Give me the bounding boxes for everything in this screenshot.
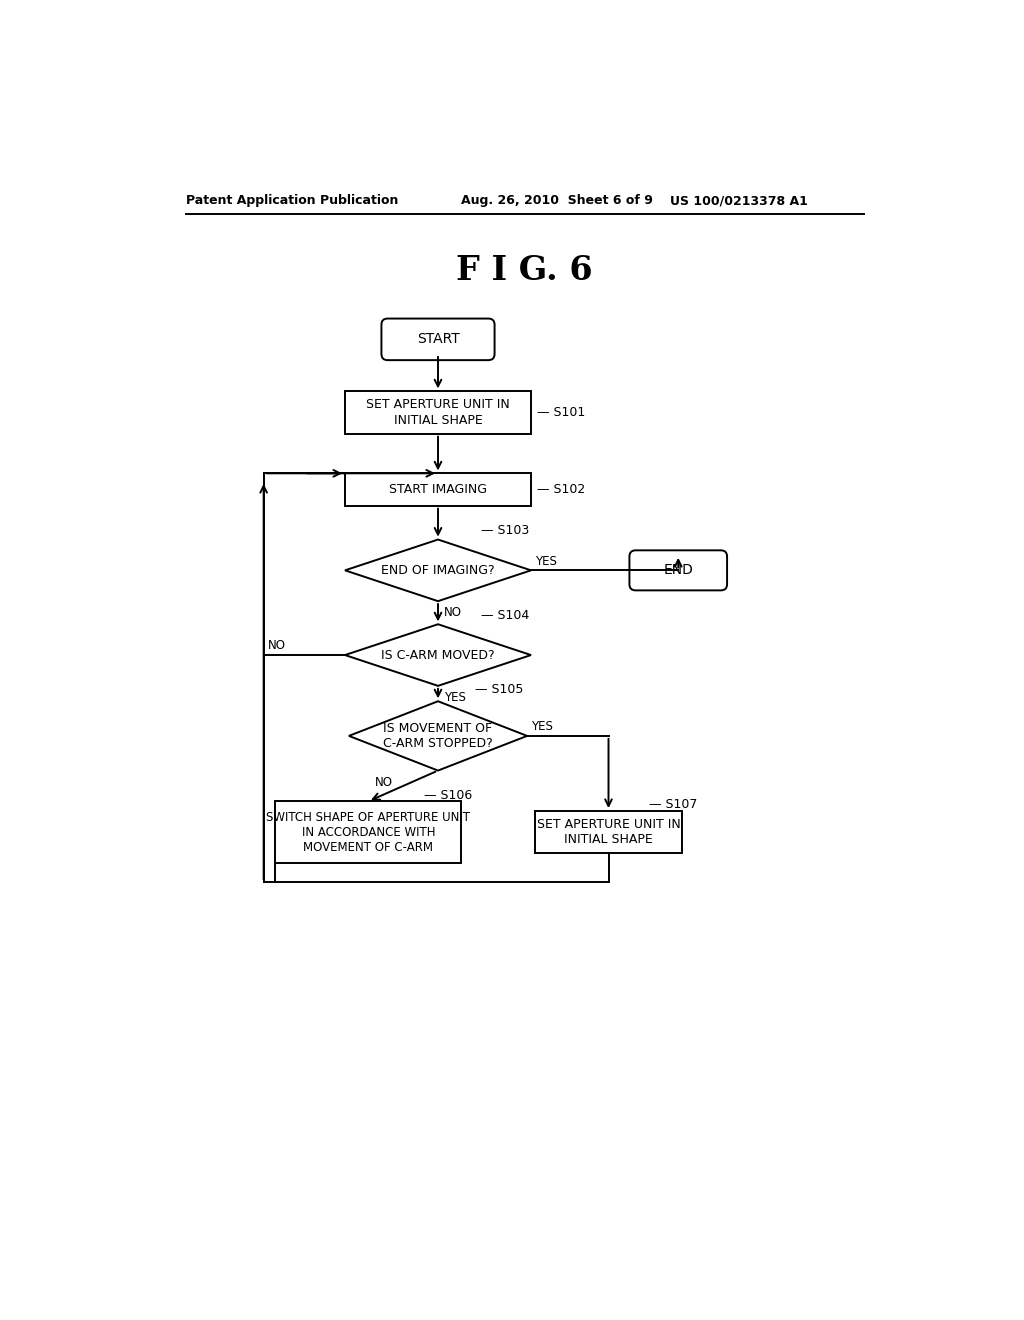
Text: NO: NO [444,606,462,619]
Text: START IMAGING: START IMAGING [389,483,487,496]
Text: — S105: — S105 [475,684,523,696]
Text: START: START [417,333,460,346]
Bar [345,391,531,434]
Text: SET APERTURE UNIT IN
INITIAL SHAPE: SET APERTURE UNIT IN INITIAL SHAPE [367,399,510,426]
Text: Aug. 26, 2010  Sheet 6 of 9: Aug. 26, 2010 Sheet 6 of 9 [461,194,653,207]
Text: US 100/0213378 A1: US 100/0213378 A1 [671,194,808,207]
Bar [275,801,461,863]
Text: END: END [664,564,693,577]
Text: SET APERTURE UNIT IN
INITIAL SHAPE: SET APERTURE UNIT IN INITIAL SHAPE [537,818,680,846]
Text: SWITCH SHAPE OF APERTURE UNIT
IN ACCORDANCE WITH
MOVEMENT OF C-ARM: SWITCH SHAPE OF APERTURE UNIT IN ACCORDA… [266,810,470,854]
Text: — S102: — S102 [538,483,586,496]
Text: — S107: — S107 [649,799,697,812]
FancyBboxPatch shape [630,550,727,590]
Text: NO: NO [267,639,286,652]
Polygon shape [345,624,531,686]
Text: — S101: — S101 [538,407,586,418]
Text: IS C-ARM MOVED?: IS C-ARM MOVED? [381,648,495,661]
Text: YES: YES [531,721,553,733]
Bar [535,810,682,853]
Polygon shape [345,540,531,601]
Bar [345,474,531,506]
Polygon shape [349,701,527,771]
Text: F I G. 6: F I G. 6 [457,253,593,286]
FancyBboxPatch shape [381,318,495,360]
Text: Patent Application Publication: Patent Application Publication [186,194,398,207]
Text: YES: YES [535,554,557,568]
Text: YES: YES [444,690,466,704]
Text: — S106: — S106 [424,788,472,801]
Text: NO: NO [375,776,392,788]
Text: — S103: — S103 [480,524,528,537]
Text: IS MOVEMENT OF
C-ARM STOPPED?: IS MOVEMENT OF C-ARM STOPPED? [383,722,493,750]
Text: — S104: — S104 [480,609,528,622]
Text: END OF IMAGING?: END OF IMAGING? [381,564,495,577]
